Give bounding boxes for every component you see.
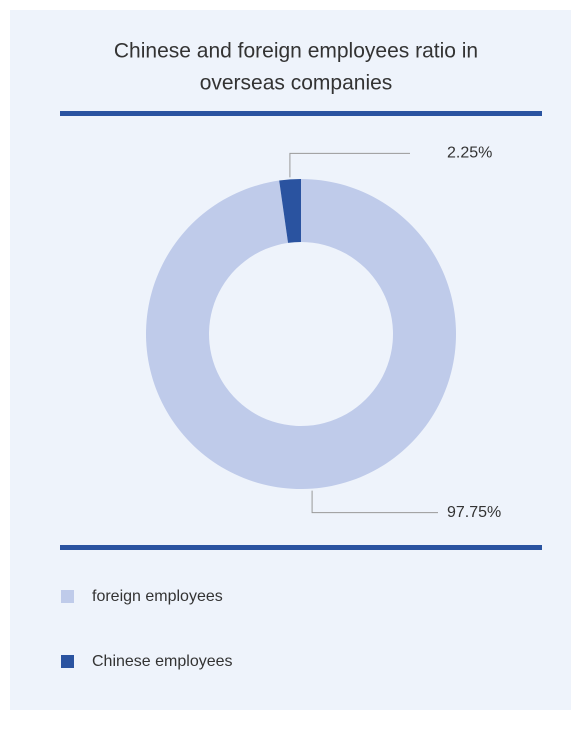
data-label: 97.75% bbox=[447, 504, 501, 521]
data-label: 2.25% bbox=[447, 145, 492, 162]
chart-title: Chinese and foreign employees ratio in bbox=[114, 40, 478, 63]
divider bbox=[60, 111, 542, 116]
leader-line bbox=[289, 152, 410, 178]
donut-slice bbox=[145, 179, 456, 489]
legend-swatch bbox=[61, 590, 74, 603]
panel bbox=[10, 10, 571, 710]
divider bbox=[60, 545, 542, 550]
leader-line bbox=[311, 490, 438, 514]
legend-swatch bbox=[61, 655, 74, 668]
chart-title: overseas companies bbox=[200, 72, 393, 95]
donut-slice bbox=[279, 179, 301, 243]
legend-label: foreign employees bbox=[92, 588, 223, 605]
legend-label: Chinese employees bbox=[92, 653, 233, 670]
